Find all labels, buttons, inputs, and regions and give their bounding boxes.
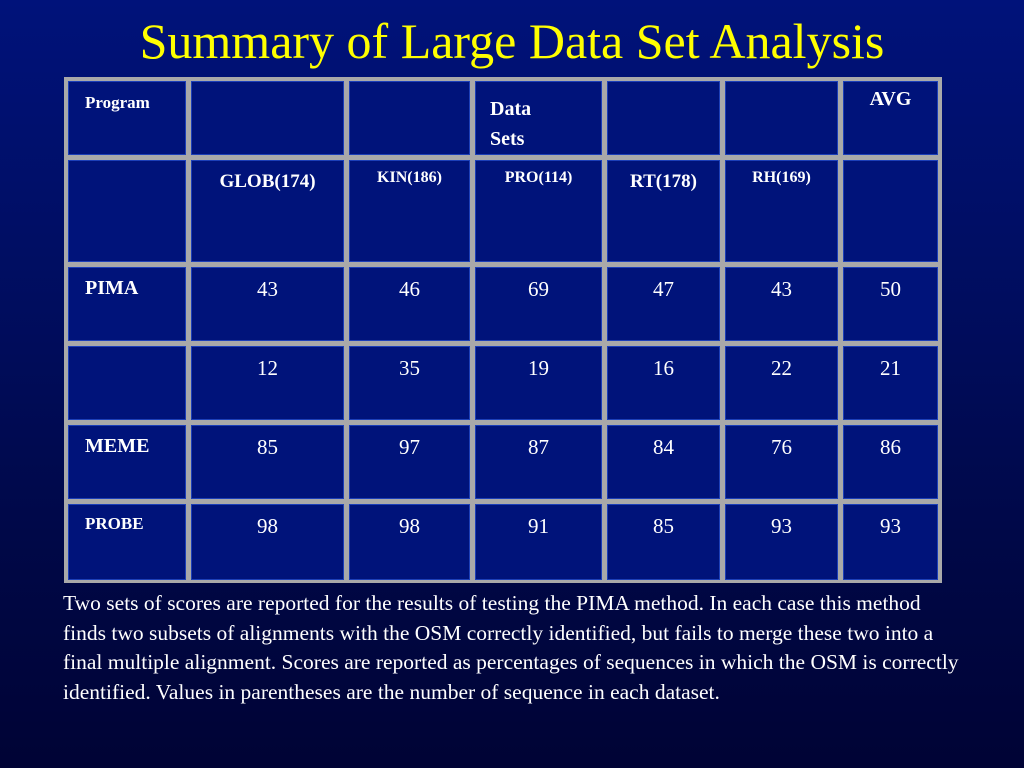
score-cell: 19 [475,346,602,420]
score-value: 16 [653,356,674,380]
score-value: 43 [771,277,792,301]
dataset-name: RH(169) [752,169,811,186]
table-caption: Two sets of scores are reported for the … [63,591,959,704]
program-cell [68,346,186,420]
score-value: 12 [257,356,278,380]
avg-label: AVG [869,88,912,110]
results-table: Program Data Sets AVG GLOB(174) KIN(186)… [63,76,943,585]
slide-title: Summary of Large Data Set Analysis [139,13,885,69]
header-cell-empty [725,81,838,155]
score-cell: 91 [475,504,602,580]
program-name: MEME [85,435,150,457]
avg-value: 21 [880,356,901,380]
score-value: 46 [399,277,420,301]
program-name [69,347,185,356]
score-cell: 46 [349,267,470,341]
score-cell: 87 [475,425,602,499]
score-value: 93 [771,514,792,538]
dataset-name: GLOB(174) [219,171,316,192]
dataset-cell-empty [843,160,938,262]
score-cell: 84 [607,425,720,499]
score-value: 76 [771,435,792,459]
program-cell: MEME [68,425,186,499]
score-value: 87 [528,435,549,459]
avg-cell: 50 [843,267,938,341]
score-value: 84 [653,435,674,459]
avg-cell: 93 [843,504,938,580]
score-cell: 47 [607,267,720,341]
score-value: 85 [257,435,278,459]
score-cell: 35 [349,346,470,420]
header-cell-empty [191,81,344,155]
header-cell-empty [607,81,720,155]
table-row: PIMA 43 46 69 47 43 50 [68,267,938,341]
score-cell: 12 [191,346,344,420]
score-value: 35 [399,356,420,380]
program-name: PIMA [85,277,139,299]
datasets-label: Data Sets [490,98,532,150]
header-cell-avg: AVG [843,81,938,155]
score-cell: 16 [607,346,720,420]
dataset-name: KIN(186) [377,169,442,186]
dataset-cell: GLOB(174) [191,160,344,262]
header-cell-datasets: Data Sets [475,81,602,155]
dataset-name: PRO(114) [504,169,573,186]
dataset-names-row: GLOB(174) KIN(186) PRO(114) RT(178) RH(1… [68,160,938,262]
score-value: 98 [257,514,278,538]
score-value: 98 [399,514,420,538]
header-cell-empty [349,81,470,155]
score-value: 91 [528,514,549,538]
score-value: 85 [653,514,674,538]
table-row: 12 35 19 16 22 21 [68,346,938,420]
dataset-row-label-cell [68,160,186,262]
score-value: 47 [653,277,674,301]
score-value: 19 [528,356,549,380]
program-cell: PROBE [68,504,186,580]
avg-value: 50 [880,277,901,301]
score-cell: 43 [725,267,838,341]
score-cell: 76 [725,425,838,499]
dataset-name: RT(178) [630,171,697,192]
score-value: 97 [399,435,420,459]
program-name: PROBE [85,514,144,533]
score-cell: 98 [349,504,470,580]
score-value: 22 [771,356,792,380]
dataset-cell: PRO(114) [475,160,602,262]
score-cell: 69 [475,267,602,341]
score-cell: 85 [191,425,344,499]
results-table-frame: Program Data Sets AVG GLOB(174) KIN(186)… [64,77,942,583]
score-cell: 97 [349,425,470,499]
dataset-cell: RT(178) [607,160,720,262]
score-cell: 85 [607,504,720,580]
avg-value: 93 [880,514,901,538]
header-cell-program: Program [68,81,186,155]
dataset-cell: RH(169) [725,160,838,262]
score-cell: 93 [725,504,838,580]
dataset-cell: KIN(186) [349,160,470,262]
score-cell: 43 [191,267,344,341]
program-label: Program [85,93,150,112]
table-row: PROBE 98 98 91 85 93 93 [68,504,938,580]
score-value: 43 [257,277,278,301]
score-cell: 22 [725,346,838,420]
table-row: MEME 85 97 87 84 76 86 [68,425,938,499]
table-header-row: Program Data Sets AVG [68,81,938,155]
score-cell: 98 [191,504,344,580]
score-value: 69 [528,277,549,301]
avg-value: 86 [880,435,901,459]
avg-cell: 86 [843,425,938,499]
program-cell: PIMA [68,267,186,341]
avg-cell: 21 [843,346,938,420]
